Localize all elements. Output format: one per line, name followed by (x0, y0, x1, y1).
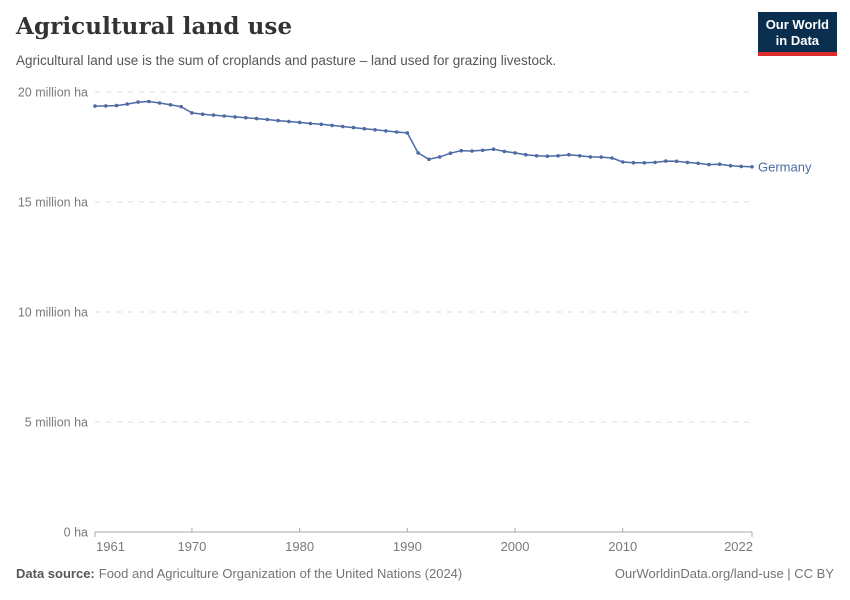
chart-footer: Data source: Food and Agriculture Organiz… (16, 566, 834, 581)
series-entity-label: Germany (758, 159, 812, 174)
data-point (330, 123, 334, 128)
data-point (631, 161, 636, 165)
data-point (502, 149, 507, 154)
data-point (179, 104, 183, 109)
logo-line2: in Data (775, 32, 820, 48)
y-axis-label: 5 million ha (25, 416, 88, 430)
data-point (750, 165, 754, 169)
data-point (491, 147, 496, 151)
data-point (190, 111, 194, 115)
data-point (276, 118, 280, 123)
data-point (200, 112, 205, 116)
data-point (437, 155, 442, 159)
data-source-text: Food and Agriculture Organization of the… (98, 566, 463, 581)
data-point (653, 160, 657, 165)
data-point (287, 119, 291, 124)
data-point (524, 152, 528, 157)
data-point (717, 162, 722, 166)
data-point (513, 151, 517, 155)
y-axis-label: 10 million ha (18, 306, 88, 320)
data-point (588, 155, 593, 159)
data-point (567, 152, 571, 157)
data-point (416, 151, 420, 155)
owid-link[interactable]: OurWorldinData.org/land-use | CC BY (614, 566, 834, 581)
x-axis-label: 2000 (501, 539, 530, 554)
data-point (254, 116, 259, 121)
data-point (308, 121, 313, 126)
y-axis-label: 0 ha (64, 526, 88, 540)
data-point (104, 104, 108, 108)
data-point (621, 160, 625, 164)
data-point (351, 125, 356, 130)
line-chart[interactable]: 0 ha 5 million ha 10 million ha 15 million … (0, 0, 850, 560)
data-point (319, 122, 324, 127)
data-point (664, 159, 668, 163)
y-axis-label: 20 million ha (18, 86, 88, 100)
data-point (696, 161, 700, 166)
data-source-label: Data source: (16, 566, 95, 581)
data-point (534, 154, 539, 158)
data-point (674, 159, 679, 164)
data-point (147, 99, 151, 104)
series-line (94, 100, 753, 168)
data-point (405, 131, 410, 135)
data-point (297, 120, 302, 125)
data-point (136, 100, 140, 104)
owid-logo[interactable]: Our World in Data (757, 12, 837, 56)
data-point (340, 124, 345, 129)
data-point (707, 162, 711, 167)
data-point (685, 160, 690, 165)
data-point (728, 163, 733, 168)
data-point (739, 164, 743, 169)
data-point (93, 104, 97, 108)
data-point (394, 130, 399, 134)
chart-subtitle: Agricultural land use is the sum of crop… (16, 53, 557, 68)
data-point (362, 126, 367, 131)
y-axis-label: 15 million ha (18, 196, 88, 210)
data-point (233, 115, 237, 119)
data-point (244, 115, 248, 120)
data-point (384, 129, 388, 133)
x-axis-label: 1990 (393, 539, 422, 554)
data-point (125, 102, 130, 106)
x-axis-label: 2010 (608, 539, 637, 554)
data-point (459, 148, 464, 153)
data-source: Data source: Food and Agriculture Organiz… (16, 566, 462, 581)
data-point (448, 151, 453, 155)
data-point (157, 101, 162, 105)
data-point (222, 114, 226, 118)
data-point (427, 157, 431, 162)
data-point (556, 154, 560, 158)
data-point (470, 149, 474, 153)
data-point (545, 154, 550, 158)
data-point (610, 156, 614, 160)
data-point (480, 148, 485, 153)
x-axis-label: 2022 (724, 539, 753, 554)
data-point (599, 155, 603, 159)
page-title: Agricultural land use (16, 13, 293, 40)
x-axis-label: 1980 (285, 539, 314, 554)
data-point (373, 128, 377, 132)
data-point (168, 103, 173, 107)
data-point (642, 161, 647, 165)
x-axis-label: 1961 (96, 539, 125, 554)
logo-line1: Our World (765, 17, 829, 32)
data-point (577, 154, 582, 158)
data-point (114, 103, 119, 108)
x-axis-label: 1970 (177, 539, 206, 554)
data-point (211, 113, 216, 117)
data-point (265, 117, 270, 122)
